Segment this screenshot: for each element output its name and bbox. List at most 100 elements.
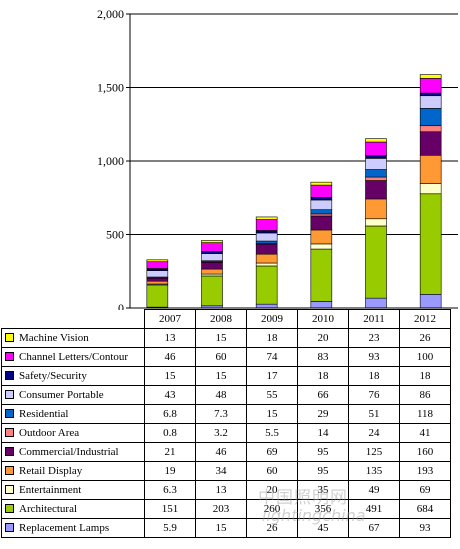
table-row: Safety/Security 15 15 17 18 18 18: [1, 366, 451, 386]
bar-segment: [419, 92, 442, 97]
data-label: 193: [399, 461, 451, 481]
bar-segment: [419, 125, 442, 133]
series-name: Entertainment: [19, 484, 82, 496]
bar-segment: [255, 262, 278, 267]
bar-segment: [255, 230, 278, 234]
bar-segment: [146, 268, 169, 271]
data-label: 60: [246, 461, 298, 481]
table-row: Commercial/Industrial 21 46 69 95 125 160: [1, 442, 451, 462]
bar-segment: [255, 232, 278, 242]
data-label: 23: [348, 328, 400, 348]
series-legend-label: Entertainment: [1, 480, 145, 500]
x-category-label: 2008: [195, 309, 247, 329]
table-row: Machine Vision 13 15 18 20 23 26: [1, 328, 451, 348]
bar-segment: [146, 270, 169, 278]
legend-swatch: [5, 390, 14, 399]
bar-segment: [310, 209, 333, 215]
data-label: 5.5: [246, 423, 298, 443]
series-name: Safety/Security: [19, 370, 87, 382]
bar-segment: [419, 183, 442, 195]
bar-segment: [201, 251, 223, 254]
table-row: Architectural 151 203 260 356 491 684: [1, 499, 451, 519]
gridlines: [130, 13, 458, 235]
data-label: 118: [399, 404, 451, 424]
series-legend-label: Architectural: [1, 499, 145, 519]
table-row: Entertainment 6.3 13 20 35 49 69: [1, 480, 451, 500]
bar-segment: [255, 219, 278, 231]
bar-segment: [310, 213, 333, 217]
data-label: 5.9: [144, 518, 196, 538]
bar-segment: [201, 275, 223, 307]
bar-stacks: [146, 74, 442, 309]
data-label: 160: [399, 442, 451, 462]
bar-segment: [255, 265, 278, 305]
table-row: Replacement Lamps 5.9 15 26 45 67 93: [1, 518, 451, 538]
bar-segment: [365, 180, 387, 200]
legend-swatch: [5, 352, 14, 361]
data-label: 66: [297, 385, 349, 405]
series-legend-label: Commercial/Industrial: [1, 442, 145, 462]
legend-swatch: [5, 333, 14, 342]
bar-segment: [365, 158, 387, 170]
data-label: 46: [144, 347, 196, 367]
data-label: 55: [246, 385, 298, 405]
data-label: 41: [399, 423, 451, 443]
bar-segment: [365, 138, 387, 143]
data-label: 15: [195, 518, 247, 538]
data-label: 74: [246, 347, 298, 367]
table-row: Residential 6.8 7.3 15 29 51 118: [1, 404, 451, 424]
data-label: 14: [297, 423, 349, 443]
series-name: Channel Letters/Contour: [19, 351, 129, 363]
bar-segment: [201, 253, 223, 262]
legend-swatch: [5, 409, 14, 418]
data-label: 151: [144, 499, 196, 519]
data-label: 18: [399, 366, 451, 386]
bar-segment: [146, 261, 169, 269]
x-category-label: 2010: [297, 309, 349, 329]
table-header-row: 2007 2008 2009 2010 2011 2012: [2, 309, 451, 329]
data-label: 21: [144, 442, 196, 462]
series-legend-label: Retail Display: [1, 461, 145, 481]
bar-segment: [310, 229, 333, 245]
series-legend-label: Safety/Security: [1, 366, 145, 386]
bar-segment: [419, 78, 442, 94]
data-label: 19: [144, 461, 196, 481]
data-label: 60: [195, 347, 247, 367]
bar-segment: [146, 259, 169, 263]
bar-segment: [365, 218, 387, 227]
bar-segment: [146, 277, 169, 282]
data-label: 0.8: [144, 423, 196, 443]
data-label: 20: [297, 328, 349, 348]
bar-segment: [365, 169, 387, 178]
bar-segment: [419, 108, 442, 127]
bar-segment: [365, 198, 387, 220]
data-table: 2007 2008 2009 2010 2011 2012 Machine Vision 13…: [1, 309, 451, 538]
y-axis-ticks: 0 500 1,000 1,500 2,000: [97, 7, 130, 310]
series-legend-label: Outdoor Area: [1, 423, 145, 443]
series-name: Architectural: [19, 503, 78, 515]
bar-segment: [419, 294, 442, 309]
data-label: 43: [144, 385, 196, 405]
legend-swatch: [5, 447, 14, 456]
series-legend-label: Channel Letters/Contour: [1, 347, 145, 367]
series-name: Consumer Portable: [19, 389, 104, 401]
legend-swatch: [5, 523, 14, 532]
bar-segment: [310, 181, 333, 186]
series-legend-label: Machine Vision: [1, 328, 145, 348]
data-label: 95: [297, 461, 349, 481]
bar-segment: [310, 199, 333, 210]
bar-segment: [146, 284, 169, 308]
table-row: Channel Letters/Contour 46 60 74 83 93 100: [1, 347, 451, 367]
legend-swatch: [5, 371, 14, 380]
bar-segment: [310, 243, 333, 250]
data-label: 45: [297, 518, 349, 538]
watermark-subtext: lightingchina: [262, 506, 366, 525]
data-label: 49: [348, 480, 400, 500]
bar-segment: [201, 240, 223, 243]
bar-segment: [255, 216, 278, 220]
bar-segment: [365, 225, 387, 299]
y-tick-label: 2,000: [97, 7, 124, 21]
y-tick-label: 0: [118, 301, 124, 310]
data-label: 135: [348, 461, 400, 481]
bar-segment: [419, 74, 442, 79]
